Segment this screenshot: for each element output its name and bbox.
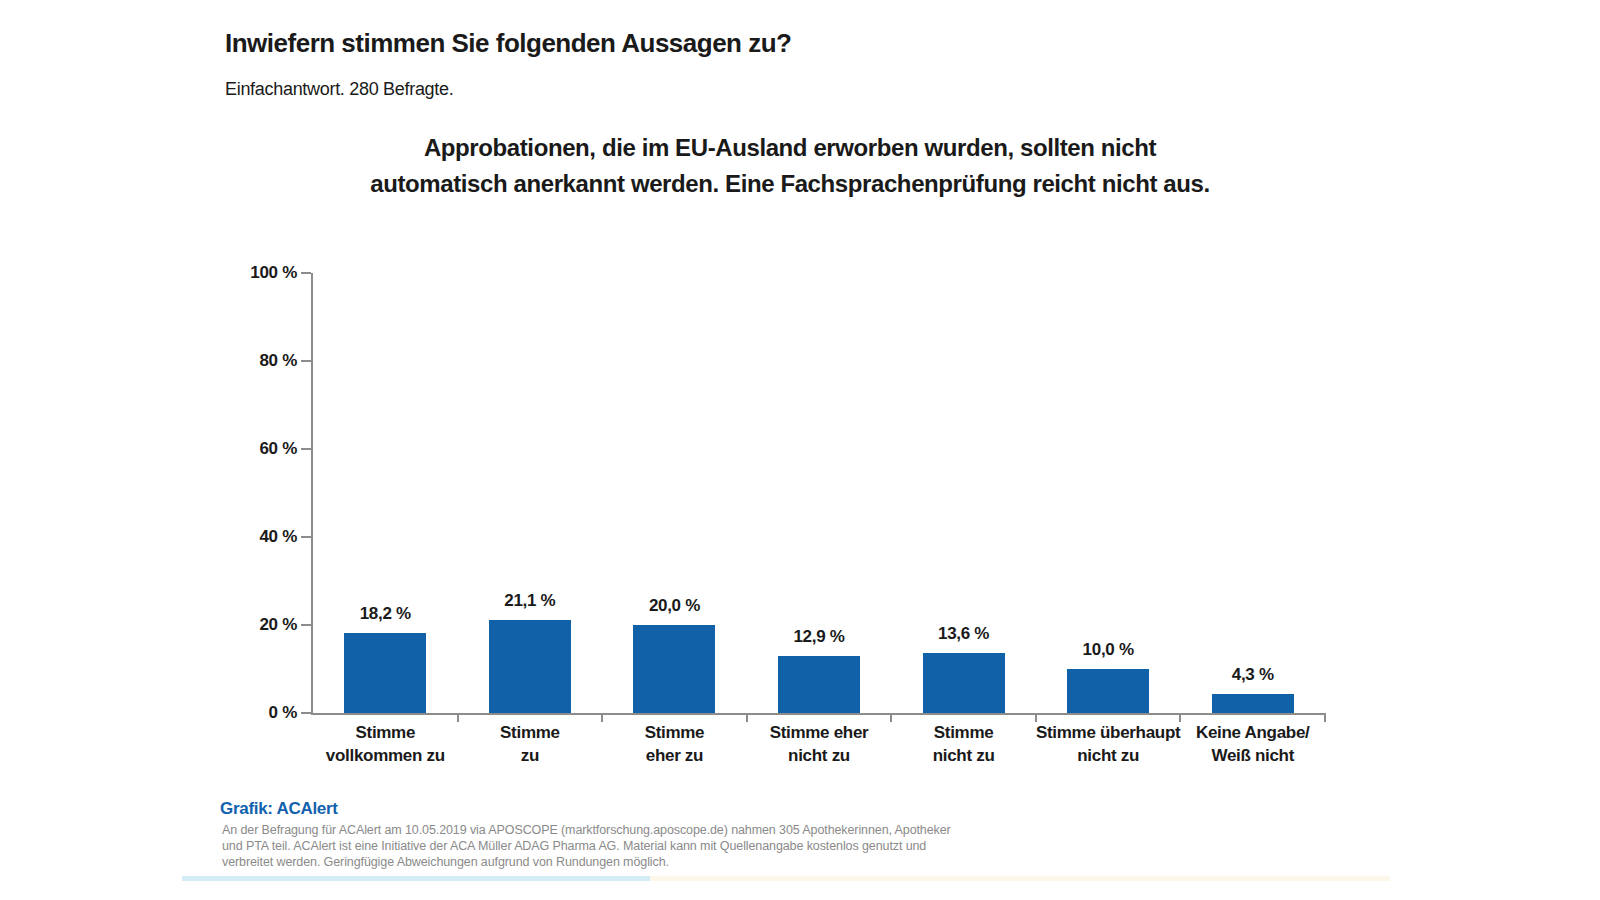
bar xyxy=(1212,694,1294,713)
fine-print: An der Befragung für ACAlert am 10.05.20… xyxy=(222,822,951,870)
y-tick-label: 40 % xyxy=(259,527,297,547)
category-label: Stimmezu xyxy=(448,721,613,767)
y-tick-label: 80 % xyxy=(259,351,297,371)
y-tick-label: 100 % xyxy=(250,263,297,283)
bar-value-label: 12,9 % xyxy=(747,627,892,647)
bar xyxy=(633,625,715,713)
fine-print-line: verbreitet werden. Geringfügige Abweichu… xyxy=(222,854,951,870)
y-tick-label: 20 % xyxy=(259,615,297,635)
y-tick-mark xyxy=(301,448,311,450)
y-tick-label: 0 % xyxy=(269,703,297,723)
bar-value-label: 20,0 % xyxy=(602,596,747,616)
bar xyxy=(1067,669,1149,713)
bar-slot: 4,3 %Keine Angabe/Weiß nicht xyxy=(1180,273,1325,713)
category-label: Stimmenicht zu xyxy=(881,721,1046,767)
survey-chart-page: Inwiefern stimmen Sie folgenden Aussagen… xyxy=(0,0,1600,900)
bottom-strip-cream xyxy=(650,876,1390,881)
bar-slot: 18,2 %Stimmevollkommen zu xyxy=(313,273,458,713)
category-label: Stimmeeher zu xyxy=(592,721,757,767)
fine-print-line: und PTA teil. ACAlert ist eine Initiativ… xyxy=(222,838,951,854)
chart-title-line-1: Approbationen, die im EU-Ausland erworbe… xyxy=(280,130,1300,166)
bar xyxy=(489,620,571,713)
chart-title: Approbationen, die im EU-Ausland erworbe… xyxy=(280,130,1300,202)
bar-slot: 10,0 %Stimme überhauptnicht zu xyxy=(1036,273,1181,713)
chart-title-line-2: automatisch anerkannt werden. Eine Fachs… xyxy=(280,166,1300,202)
bar-value-label: 4,3 % xyxy=(1180,665,1325,685)
bar-slot: 12,9 %Stimme ehernicht zu xyxy=(747,273,892,713)
y-tick-mark xyxy=(301,536,311,538)
bar xyxy=(923,653,1005,713)
bottom-strip-blue xyxy=(182,876,650,881)
bar-value-label: 21,1 % xyxy=(458,591,603,611)
bar-value-label: 18,2 % xyxy=(313,604,458,624)
bar-slot: 21,1 %Stimmezu xyxy=(458,273,603,713)
y-tick-label: 60 % xyxy=(259,439,297,459)
fine-print-line: An der Befragung für ACAlert am 10.05.20… xyxy=(222,822,951,838)
category-label: Stimme überhauptnicht zu xyxy=(1026,721,1191,767)
bar-value-label: 10,0 % xyxy=(1036,640,1181,660)
category-label: Stimme ehernicht zu xyxy=(737,721,902,767)
bar-slot: 20,0 %Stimmeeher zu xyxy=(602,273,747,713)
bar xyxy=(778,656,860,713)
bar-value-label: 13,6 % xyxy=(891,624,1036,644)
bar xyxy=(344,633,426,713)
page-subtitle: Einfachantwort. 280 Befragte. xyxy=(225,79,453,100)
bar-slot: 13,6 %Stimmenicht zu xyxy=(891,273,1036,713)
y-tick-mark xyxy=(301,624,311,626)
y-tick-mark xyxy=(301,272,311,274)
y-tick-mark xyxy=(301,712,311,714)
category-label: Stimmevollkommen zu xyxy=(303,721,468,767)
chart-credit: Grafik: ACAlert xyxy=(220,799,338,819)
category-label: Keine Angabe/Weiß nicht xyxy=(1170,721,1335,767)
y-tick-mark xyxy=(301,360,311,362)
bar-slots: 18,2 %Stimmevollkommen zu21,1 %Stimmezu2… xyxy=(313,273,1325,713)
plot-area: 100 %80 %60 %40 %20 %0 % 18,2 %Stimmevol… xyxy=(311,273,1325,715)
page-title: Inwiefern stimmen Sie folgenden Aussagen… xyxy=(225,28,791,59)
